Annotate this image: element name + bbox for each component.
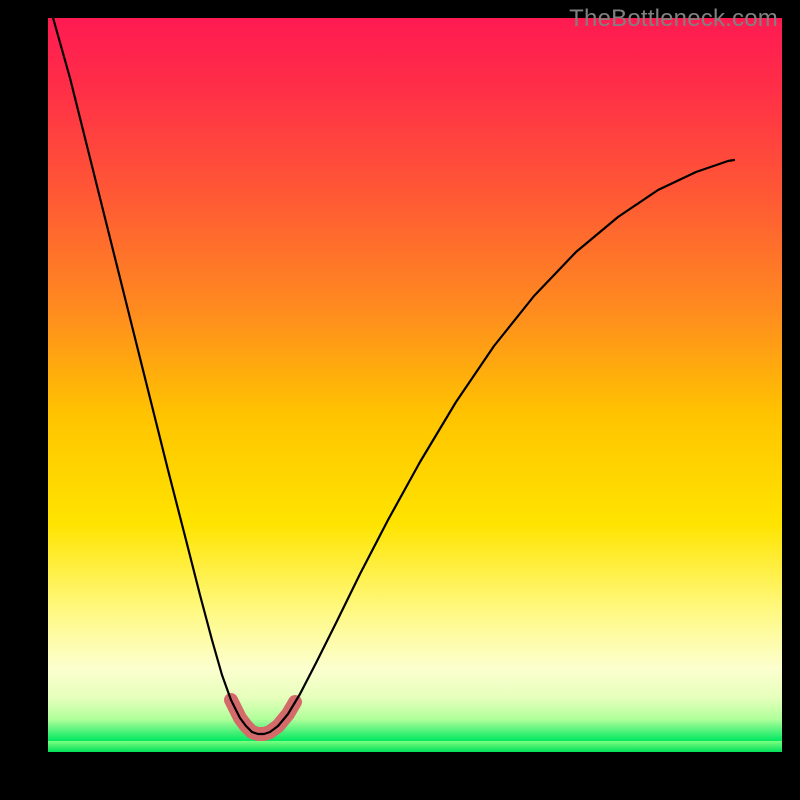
bottleneck-curve <box>48 18 734 734</box>
chart-frame: TheBottleneck.com <box>0 0 800 800</box>
curve-layer <box>48 18 782 752</box>
watermark-text: TheBottleneck.com <box>569 5 778 33</box>
plot-area <box>48 18 782 752</box>
